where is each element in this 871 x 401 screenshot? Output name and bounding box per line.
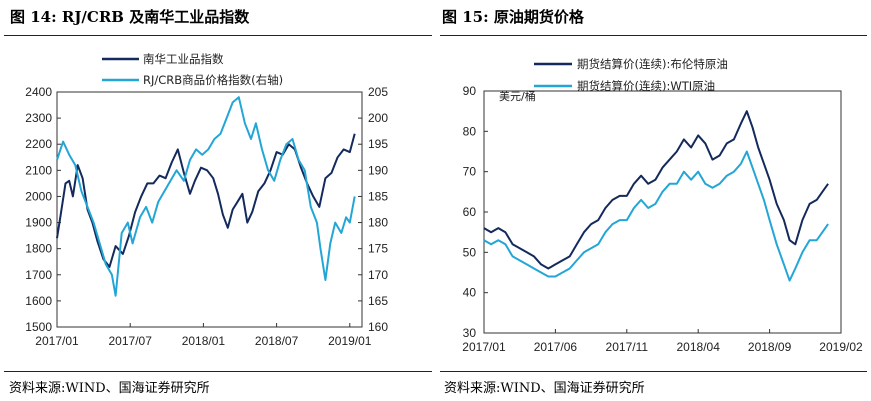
- y-left-tick-label: 2000: [25, 189, 52, 203]
- y-right-tick-label: 195: [368, 137, 388, 151]
- x-tick-label: 2017/11: [606, 340, 649, 354]
- series-line-1: [483, 110, 829, 270]
- y-tick-label: 50: [463, 245, 477, 259]
- y-right-tick-label: 175: [368, 242, 388, 256]
- x-tick-label: 2018/04: [677, 340, 721, 354]
- y-left-tick-label: 2300: [25, 111, 52, 125]
- legend-label-1: 期货结算价(连续):布伦特原油: [577, 57, 728, 71]
- y-tick-label: 90: [463, 84, 477, 98]
- plot-frame-1: [56, 91, 363, 328]
- y-tick-label: 40: [463, 286, 477, 300]
- y-left-tick-label: 1800: [25, 242, 52, 256]
- legend-label-1: 南华工业品指数: [143, 52, 224, 66]
- x-tick-label: 2019/01: [328, 334, 372, 348]
- x-tick-label: 2017/01: [462, 340, 506, 354]
- figure-1-title: 图 14: RJ/CRB 及南华工业品指数: [10, 8, 250, 26]
- y-left-tick-label: 2200: [25, 137, 52, 151]
- x-tick-label: 2018/01: [182, 334, 226, 348]
- y-right-tick-label: 200: [368, 111, 388, 125]
- legend-label-2: RJ/CRB商品价格指数(右轴): [143, 73, 283, 87]
- figure-2-title: 图 15: 原油期货价格: [442, 8, 584, 26]
- top-rule-left: [4, 35, 432, 36]
- y-right-tick-label: 180: [368, 216, 388, 230]
- figure-2-source: 资料来源:WIND、国海证券研究所: [444, 381, 645, 396]
- plot-frame-2: [483, 90, 842, 334]
- x-tick-label: 2019/02: [819, 340, 863, 354]
- series-line-1: [56, 133, 356, 268]
- legend-label-2: 期货结算价(连续):WTI原油: [577, 79, 715, 93]
- figure-1-source: 资料来源:WIND、国海证券研究所: [9, 381, 210, 396]
- y-left-tick-label: 1600: [25, 294, 52, 308]
- y-right-tick-label: 205: [368, 85, 388, 99]
- x-tick-label: 2017/07: [109, 334, 153, 348]
- series-line-2: [483, 150, 829, 282]
- y-left-tick-label: 2100: [25, 163, 52, 177]
- y-right-tick-label: 160: [368, 320, 388, 334]
- y-right-tick-label: 190: [368, 163, 388, 177]
- y-tick-label: 30: [463, 326, 477, 340]
- y-left-tick-label: 1500: [25, 320, 52, 334]
- x-tick-label: 2018/09: [748, 340, 792, 354]
- x-tick-label: 2017/06: [534, 340, 578, 354]
- y-tick-label: 60: [463, 205, 477, 219]
- y-right-tick-label: 170: [368, 268, 388, 282]
- y-left-tick-label: 2400: [25, 85, 52, 99]
- y-tick-label: 70: [463, 165, 477, 179]
- series-line-2: [56, 96, 356, 297]
- y-left-tick-label: 1700: [25, 268, 52, 282]
- top-rule-right: [440, 35, 867, 36]
- x-tick-label: 2017/01: [35, 334, 79, 348]
- bottom-rule-right: [440, 371, 867, 372]
- y-left-tick-label: 1900: [25, 216, 52, 230]
- y-right-tick-label: 165: [368, 294, 388, 308]
- y-right-tick-label: 185: [368, 189, 388, 203]
- x-tick-label: 2018/07: [255, 334, 299, 348]
- y-tick-label: 80: [463, 124, 477, 138]
- y-axis-unit: 美元/桶: [499, 89, 536, 103]
- bottom-rule-left: [4, 371, 432, 372]
